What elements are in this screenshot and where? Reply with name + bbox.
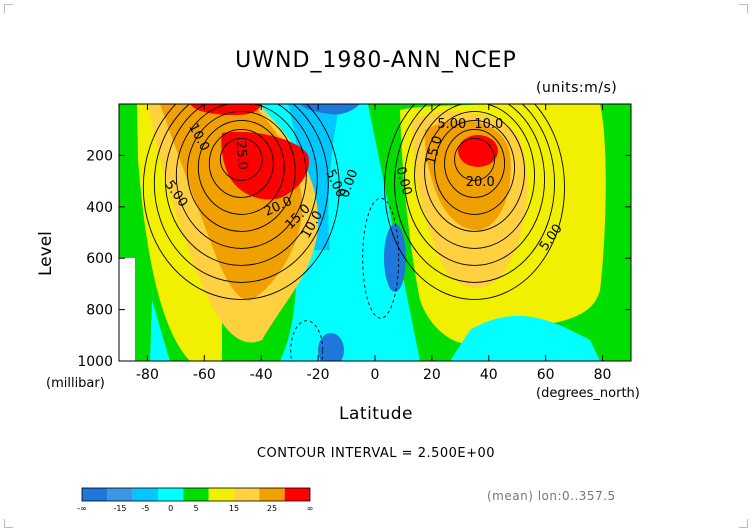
- northern-jet-contour-line: [424, 110, 526, 232]
- contour-label: 25.0: [233, 140, 250, 170]
- northern-jet-contour-line: [434, 119, 516, 215]
- x-tick-label: -80: [136, 367, 159, 383]
- southern-jet-contour-line: [186, 110, 296, 232]
- colorbar-swatch: [158, 488, 184, 501]
- northern-jet-contour-line: [444, 128, 506, 198]
- colorbar-label: ∞: [307, 504, 314, 513]
- x-axis-label: Latitude: [339, 404, 413, 424]
- x-tick-label: 20: [423, 367, 441, 383]
- x-tick-label: 80: [594, 367, 612, 383]
- southern-jet-contour-line: [175, 104, 307, 249]
- top-neg-patch: [300, 104, 360, 115]
- corner-mark-tl: [4, 4, 13, 13]
- colorbar-label: 15: [229, 504, 239, 513]
- sh-jet-core: [221, 131, 310, 200]
- missing-data-edge: [119, 258, 135, 361]
- x-tick-label: -60: [193, 367, 216, 383]
- x-tick-label: -20: [307, 367, 330, 383]
- contour-label: 5.00: [437, 117, 466, 132]
- units-label: (units:m/s): [536, 80, 618, 96]
- sh-surface-cyan: [150, 300, 170, 361]
- x-tick-label: 0: [371, 367, 380, 383]
- sh-band-neg5: [288, 104, 340, 250]
- nh-surface-cyan: [450, 315, 600, 361]
- x-units-label: (degrees_north): [536, 386, 640, 401]
- colorbar-swatch: [82, 488, 108, 501]
- x-tick-label: -40: [250, 367, 273, 383]
- southern-jet-contour-line: [219, 137, 263, 181]
- northern-jet-contour-line: [414, 104, 535, 249]
- colorbar-swatch: [132, 488, 158, 501]
- colorbar-label: 25: [267, 504, 277, 513]
- negative-contour-line: [362, 197, 400, 319]
- colorbar-swatch: [284, 488, 310, 501]
- northern-jet-contour-line: [404, 104, 545, 266]
- southern-jet-contour-line: [142, 104, 340, 300]
- corner-mark-br: [739, 519, 748, 528]
- chart-title: UWND_1980-ANN_NCEP: [235, 48, 517, 73]
- colorbar-swatch: [208, 488, 234, 501]
- southern-jet-contour-line: [208, 128, 274, 198]
- neg-patch-mid: [384, 224, 406, 292]
- y-tick-label: 600: [86, 251, 113, 267]
- x-tick-label: 60: [537, 367, 555, 383]
- corner-mark-bl: [4, 519, 13, 528]
- northern-jet-contour-line: [454, 137, 496, 181]
- y-tick-label: 800: [86, 303, 113, 319]
- colorbar-label: 5: [193, 504, 198, 513]
- southern-jet-contour-line: [164, 104, 318, 266]
- colorbar-swatch: [183, 488, 209, 501]
- y-tick-label: 400: [86, 200, 113, 216]
- negative-contour-line: [290, 320, 324, 361]
- colorbar-label: -15: [113, 504, 126, 513]
- southern-jet-contour-line: [197, 119, 285, 215]
- x-tick-label: 40: [480, 367, 498, 383]
- northern-jet-contour-line: [384, 104, 565, 300]
- northern-jet-contour-line: [394, 104, 555, 283]
- colorbar-frame: [81, 487, 311, 502]
- colorbar-label: 0: [168, 504, 173, 513]
- y-units-label: (millibar): [46, 376, 105, 391]
- mean-note: (mean) lon:0..357.5: [487, 489, 616, 503]
- neg-patch-bottom: [318, 333, 344, 361]
- y-tick-label: 200: [86, 148, 113, 164]
- contour-label: 10.0: [474, 117, 503, 132]
- contour-interval-label: CONTOUR INTERVAL = 2.500E+00: [256, 446, 496, 461]
- contour-label: 15.0: [424, 134, 446, 166]
- colorbar-label: -∞: [77, 504, 87, 513]
- contour-label: 0.00: [392, 165, 414, 197]
- corner-mark-tr: [739, 4, 748, 13]
- colorbar-swatch: [107, 488, 133, 501]
- colorbar-swatch: [234, 488, 260, 501]
- y-tick-label: 1000: [77, 354, 113, 370]
- contour-label: 20.0: [466, 175, 495, 190]
- nh-jet-core: [458, 135, 498, 167]
- colorbar-label: -5: [141, 504, 149, 513]
- southern-jet-contour-line: [153, 104, 329, 283]
- colorbar-swatch: [259, 488, 285, 501]
